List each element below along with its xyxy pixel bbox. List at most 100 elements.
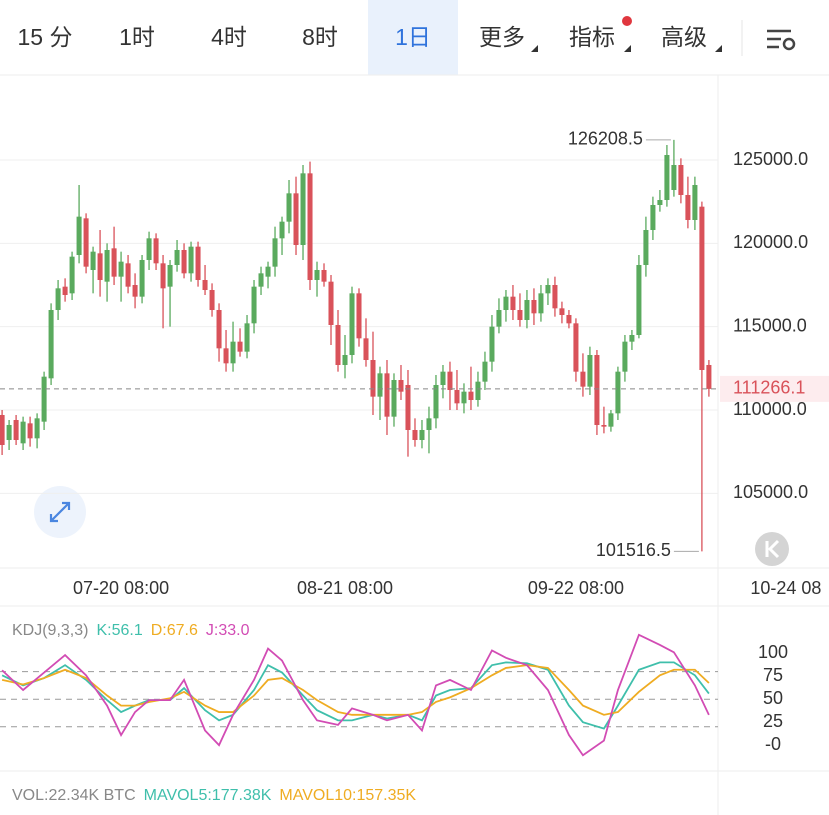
volume-legend: VOL:22.34K BTC MAVOL5:177.38K MAVOL10:157.… [12,787,416,804]
candle-body [125,263,131,287]
candle-body [566,315,572,324]
last-price-label: 111266.1 [733,378,805,398]
mavol10-label: MAVOL10:157.35K [279,787,416,804]
candle-body [636,265,642,335]
candle-body [440,371,446,385]
candle-body [258,273,264,287]
candle-body [0,415,5,445]
y-tick-label: 50 [763,688,783,708]
candle-body [587,355,593,387]
y-tick-label: 120000.0 [733,232,808,252]
candle-body [545,285,551,294]
tab[interactable]: 指标 [569,24,615,50]
candle-body [34,418,40,439]
legend-entry: D:67.6 [151,622,198,639]
candle-body [370,360,376,397]
candle-body [76,216,82,255]
candle-body [321,270,327,282]
tab[interactable]: 1日 [395,24,431,50]
max-label: 126208.5 [568,129,643,149]
tab[interactable]: 高级 [661,24,707,50]
tab[interactable]: 1时 [119,24,155,50]
candle-body [622,341,628,372]
y-tick-label: 100 [758,642,788,662]
candle-body [6,425,12,440]
candle-body [167,265,173,287]
candle-body [251,286,257,324]
candle-body [265,266,271,277]
settings-icon[interactable] [767,29,796,51]
candle-body [153,238,159,264]
candle-body [13,420,19,440]
candle-body [307,173,313,280]
candle-body [363,338,369,360]
candle-body [286,193,292,222]
candle-body [27,423,33,439]
candle-body [699,206,705,370]
candle-body [559,308,565,315]
candle-body [678,165,684,195]
tab[interactable]: 更多 [479,24,525,50]
candle-body [531,300,537,314]
kdj-line [1,633,710,757]
candle-body [419,430,425,440]
candle-body [573,323,579,372]
toolbar: 15 分 1时 4时 8时 1日 更多 指标 高级 [0,0,829,76]
candle-body [433,385,439,419]
candle-body [230,341,236,364]
mavol5-label: MAVOL5:177.38K [144,787,272,804]
candle-body [97,253,103,280]
candle-body [118,261,124,277]
candle-body [90,251,96,270]
candle-body [48,310,54,379]
candle-body [223,348,229,364]
x-tick-label: 07-20 08:00 [73,578,169,598]
tab[interactable]: 8时 [302,24,338,50]
candle-body [83,218,89,267]
y-tick-label: 25 [763,711,783,731]
candle-body [580,371,586,387]
candle-body [195,246,201,280]
candle-body [300,173,306,245]
candle-body [706,365,712,389]
min-label: 101516.5 [596,540,671,560]
dropdown-caret [624,45,631,52]
tab[interactable]: 4时 [211,24,247,50]
tab[interactable]: 15 分 [18,24,73,50]
y-tick-label: 115000.0 [733,315,807,335]
candle-body [657,200,663,205]
candle-body [615,371,621,414]
x-tick-label: 10-24 08 [750,578,821,598]
y-tick-label: -0 [765,734,781,754]
candle-body [692,185,698,220]
dropdown-caret [715,45,722,52]
candle-body [328,281,334,325]
candle-body [41,376,47,422]
legend-entry: K:56.1 [96,622,142,639]
kdj-legend: KDJ(9,3,3) K:56.1 D:67.6 J:33.0 [12,622,250,639]
kdj-line [1,664,710,716]
notification-dot [622,16,632,26]
candle-body [174,250,180,265]
candle-body [237,341,243,352]
candle-body [524,300,530,320]
candle-body [538,293,544,314]
candle-body [608,413,614,427]
candle-body [160,263,166,289]
candle-body [650,205,656,230]
kdj-line [1,661,710,730]
y-tick-label: 110000.0 [733,399,807,419]
candle-body [482,361,488,382]
last-price-tag [720,375,829,402]
candle-body [20,421,26,444]
logo-button[interactable] [755,532,789,566]
candle-body [272,238,278,267]
expand-button[interactable] [34,486,86,538]
candle-body [132,285,138,297]
candle-body [496,310,502,327]
candle-body [244,323,250,352]
candle-body [503,296,509,310]
candle-body [342,355,348,365]
